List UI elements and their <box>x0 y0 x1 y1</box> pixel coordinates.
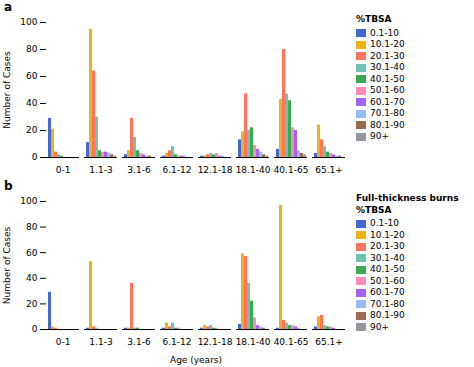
svg-text:3.1-6: 3.1-6 <box>127 337 151 347</box>
svg-text:40.1-65: 40.1-65 <box>274 337 309 347</box>
html-text:70.1-80: 70.1-80 <box>370 108 405 118</box>
svg-text:1.1-3: 1.1-3 <box>89 165 112 175</box>
svg-text:40: 40 <box>26 273 38 283</box>
html-text:70.1-80: 70.1-80 <box>370 298 405 309</box>
svg-text:40: 40 <box>26 98 38 108</box>
html-text:50.1-60: 50.1-60 <box>370 275 405 286</box>
svg-text:12.1-18: 12.1-18 <box>198 337 233 347</box>
svg-text:Number of Cases: Number of Cases <box>2 227 12 305</box>
svg-text:Number of Cases: Number of Cases <box>2 51 12 129</box>
svg-text:6.1-12: 6.1-12 <box>162 337 191 347</box>
svg-text:0-1: 0-1 <box>56 165 71 175</box>
svg-text:0: 0 <box>32 324 38 334</box>
html-text:0.1-10: 0.1-10 <box>370 218 399 228</box>
html-text:40.1-50: 40.1-50 <box>370 264 405 274</box>
html-text:10.1-20: 10.1-20 <box>370 39 405 49</box>
svg-text:80: 80 <box>26 44 38 54</box>
html-text:30.1-40: 30.1-40 <box>370 252 405 263</box>
svg-text:12.1-18: 12.1-18 <box>198 165 233 175</box>
svg-text:6.1-12: 6.1-12 <box>162 165 191 175</box>
svg-text:60: 60 <box>26 71 38 81</box>
html-text:90+: 90+ <box>370 131 389 141</box>
html-text:90+: 90+ <box>370 321 389 332</box>
svg-text:18.1-40: 18.1-40 <box>236 165 271 175</box>
svg-text:3.1-6: 3.1-6 <box>127 165 151 175</box>
svg-text:0: 0 <box>32 152 38 162</box>
svg-text:1.1-3: 1.1-3 <box>89 337 112 347</box>
svg-text:80: 80 <box>26 222 38 232</box>
svg-text:20: 20 <box>26 125 38 135</box>
html-text:40.1-50: 40.1-50 <box>370 73 405 84</box>
html-text:b: b <box>4 179 13 193</box>
html-text:20.1-30: 20.1-30 <box>370 241 405 251</box>
html-text:a: a <box>4 0 13 14</box>
svg-text:65.1+: 65.1+ <box>315 337 343 347</box>
html-text:60.1-70: 60.1-70 <box>370 287 405 297</box>
html-text:%TBSA: %TBSA <box>356 14 392 24</box>
html-text:10.1-20: 10.1-20 <box>370 229 405 240</box>
svg-text:Age (years): Age (years) <box>170 355 222 365</box>
svg-text:65.1+: 65.1+ <box>315 165 343 175</box>
html-text:30.1-40: 30.1-40 <box>370 62 405 72</box>
svg-text:20: 20 <box>26 299 38 309</box>
html-text:20.1-30: 20.1-30 <box>370 50 405 61</box>
svg-text:100: 100 <box>20 17 37 27</box>
html-text:0.1-10: 0.1-10 <box>370 27 399 38</box>
html-text:50.1-60: 50.1-60 <box>370 85 405 95</box>
html-text:80.1-90: 80.1-90 <box>370 310 405 320</box>
html-text:Full-thickness burns %TBSA: Full-thickness burns %TBSA <box>356 193 459 215</box>
html-text:60.1-70: 60.1-70 <box>370 96 405 107</box>
svg-text:18.1-40: 18.1-40 <box>236 337 271 347</box>
svg-text:60: 60 <box>26 248 38 258</box>
svg-text:40.1-65: 40.1-65 <box>274 165 309 175</box>
html-text:80.1-90: 80.1-90 <box>370 119 405 130</box>
svg-text:100: 100 <box>20 196 37 206</box>
svg-text:0-1: 0-1 <box>56 337 71 347</box>
